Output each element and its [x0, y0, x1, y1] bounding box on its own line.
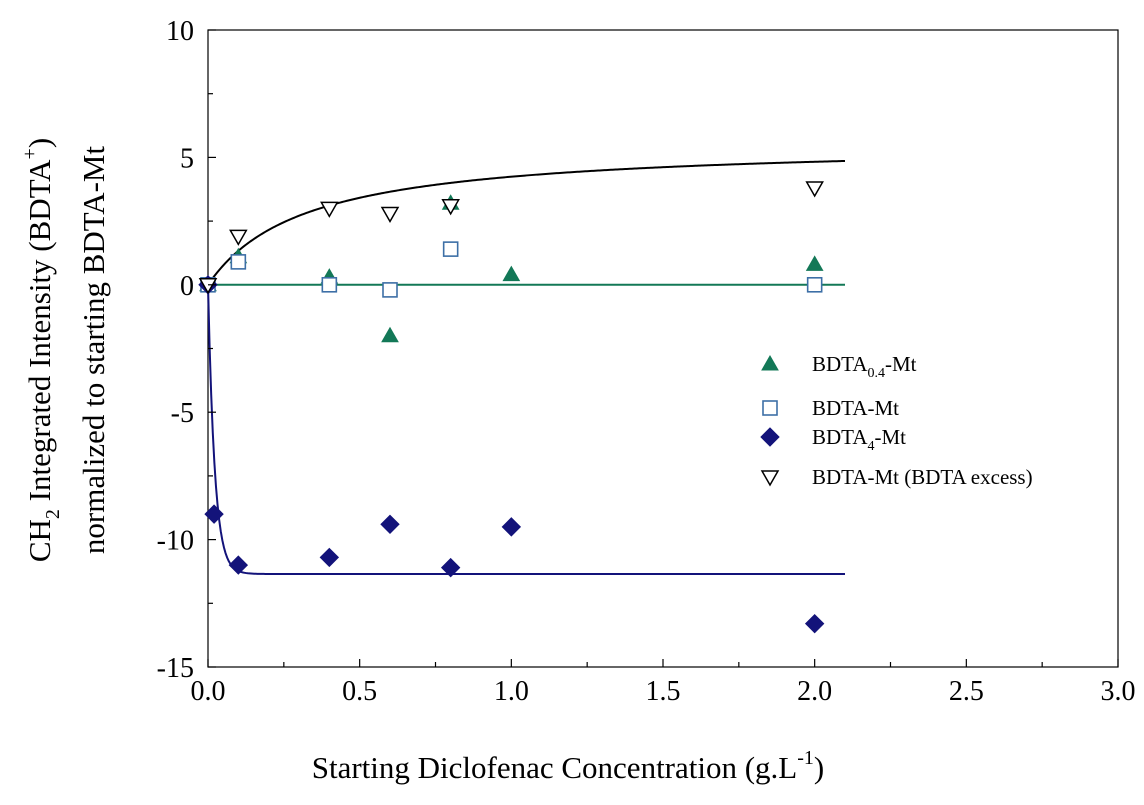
y-tick-label-1: 5	[180, 143, 194, 174]
series-2	[198, 275, 825, 634]
legend-marker-1	[762, 400, 778, 416]
fit-line-0	[207, 159, 846, 286]
x-axis-title: Starting Diclofenac Concentration (g.L-1…	[312, 747, 825, 785]
x-axis-ticks: 0.0 0.5 1.0 1.5 2.0 2.5 3.0	[191, 659, 1136, 707]
y-tick-label-3: -5	[171, 398, 194, 429]
y-tick-label-2: 0	[180, 271, 194, 302]
legend-label-3: BDTA-Mt (BDTA excess)	[812, 465, 1033, 489]
point-s2-2	[228, 555, 249, 575]
point-s2-5	[440, 557, 461, 578]
series-3	[198, 181, 824, 295]
y-tick-label-5: -15	[157, 653, 194, 684]
legend: BDTA0.4-Mt BDTA-Mt BDTA4-Mt BDTA-Mt (BDTA e…	[760, 352, 1033, 489]
x-tick-label-3: 1.5	[646, 676, 681, 707]
point-s1-4	[442, 241, 459, 257]
fit-lines	[207, 159, 846, 575]
plot-area	[207, 29, 1119, 668]
point-s1-1	[230, 254, 247, 270]
plot-frame	[207, 29, 1119, 668]
point-s0-3	[381, 326, 399, 343]
y-axis-title-line2: normalized to starting BDTA-Mt	[76, 146, 111, 555]
point-s2-4	[380, 514, 400, 535]
point-s3-3	[380, 206, 400, 223]
y-axis-title-line1: CH2 Integrated Intensity (BDTA+)	[19, 138, 64, 562]
point-s3-2	[320, 201, 339, 218]
point-s1-5	[806, 276, 823, 293]
data-markers	[198, 181, 825, 634]
x-tick-label-4: 2.0	[797, 676, 832, 707]
y-axis-title: CH2 Integrated Intensity (BDTA+) normali…	[19, 138, 111, 562]
legend-marker-0	[761, 354, 779, 371]
point-s2-1	[204, 504, 224, 524]
point-s2-6	[501, 517, 522, 537]
x-tick-label-1: 0.5	[342, 676, 377, 707]
fit-line-2	[207, 284, 845, 575]
point-s3-5	[805, 181, 824, 198]
x-tick-label-0: 0.0	[191, 676, 226, 707]
x-tick-label-5: 2.5	[949, 676, 984, 707]
legend-label-0: BDTA0.4-Mt	[812, 352, 917, 381]
y-tick-label-0: 10	[166, 16, 194, 47]
x-tick-label-2: 1.0	[494, 676, 529, 707]
legend-marker-3	[760, 470, 780, 487]
y-axis-ticks: 10 5 0 -5 -10 -15	[157, 16, 216, 684]
point-s3-0	[198, 278, 218, 295]
y-tick-label-4: -10	[157, 526, 194, 557]
legend-label-2: BDTA4-Mt	[812, 425, 906, 454]
point-s3-1	[229, 229, 248, 246]
point-s0-5	[502, 265, 521, 282]
point-s3-4	[441, 199, 460, 216]
point-s2-7	[804, 613, 825, 634]
x-tick-label-6: 3.0	[1101, 676, 1136, 707]
legend-marker-2	[760, 427, 780, 447]
point-s2-3	[319, 547, 340, 568]
point-s0-6	[805, 255, 824, 271]
point-s1-2	[321, 276, 338, 293]
legend-label-1: BDTA-Mt	[812, 396, 899, 420]
point-s1-3	[382, 282, 398, 298]
